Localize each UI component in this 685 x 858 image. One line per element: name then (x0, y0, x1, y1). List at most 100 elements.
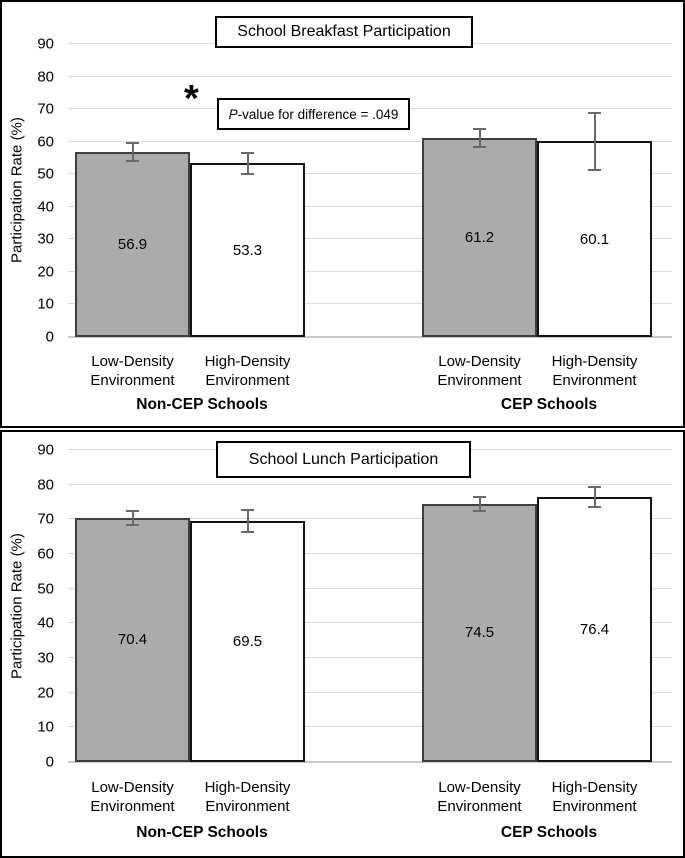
y-tick-label: 10 (37, 718, 54, 736)
chart-title: School Lunch Participation (248, 450, 439, 468)
y-tick-label: 60 (37, 545, 54, 563)
category-label-line1: High-Density (551, 353, 638, 370)
gridline-10 (68, 303, 672, 305)
error-bar (126, 509, 139, 526)
group-label-cep: CEP Schools (500, 396, 598, 413)
y-tick-label: 50 (37, 580, 54, 598)
category-label-line1: High-Density (204, 353, 291, 370)
error-bar (473, 127, 486, 148)
chart-title-box: School Lunch Participation (216, 441, 471, 478)
y-tick-label: 40 (37, 198, 54, 216)
bar-value-label: 76.4 (579, 621, 610, 639)
gridline-80 (68, 75, 672, 77)
bar-value-label: 69.5 (232, 633, 263, 651)
x-axis-line (68, 336, 672, 338)
category-label-line1: Low-Density (91, 779, 174, 796)
category-label: Low-Density Environment (90, 778, 174, 816)
category-label-line1: Low-Density (91, 353, 174, 370)
x-axis-labels: Low-Density Environment High-Density Env… (68, 352, 672, 394)
group-label-cep: CEP Schools (500, 824, 598, 841)
bar-value-label: 61.2 (464, 228, 495, 246)
bar-value-label: 74.5 (464, 624, 495, 642)
category-label-line2: Environment (90, 798, 175, 815)
p-value-annotation-box: P -value for difference = .049 (217, 98, 410, 130)
bar-cep-low-density: 61.2 (422, 137, 537, 337)
p-value-text: -value for difference = .049 (237, 106, 399, 122)
gridline-30 (68, 657, 672, 658)
gridline-40 (68, 622, 672, 624)
y-tick-label: 40 (37, 614, 54, 632)
category-label: Low-Density Environment (90, 352, 174, 390)
category-label-line2: Environment (552, 798, 637, 815)
y-tick-label: 70 (37, 100, 54, 118)
bar-noncep-low-density: 56.9 (75, 151, 190, 337)
x-axis-line (68, 761, 672, 763)
gridline-20 (68, 691, 672, 693)
category-label-line2: Environment (437, 798, 522, 815)
category-label: Low-Density Environment (437, 352, 521, 390)
group-label-noncep: Non-CEP Schools (136, 824, 268, 841)
breakfast-chart-panel: Participation Rate (%) 0 10 20 30 40 50 60 70 80… (0, 0, 685, 428)
y-tick-label: 20 (37, 263, 54, 281)
y-axis-ticks: 0 10 20 30 40 50 60 70 80 90 (2, 37, 60, 345)
category-label-line2: Environment (90, 372, 175, 389)
y-tick-label: 30 (37, 649, 54, 667)
bar-value-label: 60.1 (579, 230, 610, 248)
gridline-60 (68, 553, 672, 554)
bar-cep-high-density: 60.1 (537, 141, 652, 337)
plot-area: 56.9 53.3 61.2 60.1 (68, 43, 672, 338)
gridline-70 (68, 518, 672, 520)
bar-value-label: 70.4 (117, 631, 148, 649)
x-axis-labels: Low-Density Environment High-Density Env… (68, 778, 672, 820)
gridline-80 (68, 483, 672, 485)
bar-noncep-high-density: 53.3 (190, 163, 305, 337)
category-label-line2: Environment (205, 372, 290, 389)
category-label-line1: High-Density (551, 779, 638, 796)
gridline-40 (68, 205, 672, 207)
category-label: Low-Density Environment (437, 778, 521, 816)
y-tick-label: 80 (37, 68, 54, 86)
gridline-50 (68, 173, 672, 175)
error-bar (241, 508, 254, 534)
error-bar (588, 112, 601, 171)
bar-noncep-low-density: 70.4 (75, 517, 190, 762)
error-bar (126, 141, 139, 162)
bar-value-label: 53.3 (232, 241, 263, 259)
y-tick-label: 0 (45, 753, 54, 771)
bar-value-label: 56.9 (117, 235, 148, 253)
gridline-30 (68, 238, 672, 240)
category-label: High-Density Environment (205, 778, 291, 816)
bar-cep-low-density: 74.5 (422, 503, 537, 762)
category-label-line2: Environment (437, 372, 522, 389)
lunch-chart-panel: Participation Rate (%) 0 10 20 30 40 50 60 70 80… (0, 430, 685, 858)
category-label-line2: Environment (205, 798, 290, 815)
category-label-line1: Low-Density (438, 353, 521, 370)
y-tick-label: 10 (37, 295, 54, 313)
y-tick-label: 80 (37, 476, 54, 494)
y-tick-label: 30 (37, 230, 54, 248)
bar-noncep-high-density: 69.5 (190, 521, 305, 762)
chart-title-box: School Breakfast Participation (215, 16, 473, 48)
y-tick-label: 90 (37, 35, 54, 53)
category-label: High-Density Environment (552, 778, 638, 816)
category-label: High-Density Environment (205, 352, 291, 390)
gridline-10 (68, 726, 672, 728)
error-bar (473, 495, 486, 512)
y-tick-label: 0 (45, 328, 54, 346)
category-label-line1: Low-Density (438, 779, 521, 796)
category-label: High-Density Environment (552, 352, 638, 390)
y-tick-label: 70 (37, 510, 54, 528)
gridline-20 (68, 270, 672, 272)
gridline-50 (68, 587, 672, 589)
y-axis-ticks: 0 10 20 30 40 50 60 70 80 90 (2, 443, 60, 770)
y-tick-label: 20 (37, 684, 54, 702)
category-label-line2: Environment (552, 372, 637, 389)
gridline-60 (68, 140, 672, 142)
y-tick-label: 60 (37, 133, 54, 151)
error-bar (241, 151, 254, 176)
error-bar (588, 486, 601, 509)
group-label-noncep: Non-CEP Schools (136, 396, 268, 413)
significance-asterisk: * (184, 78, 199, 120)
bar-cep-high-density: 76.4 (537, 497, 652, 762)
chart-title: School Breakfast Participation (237, 23, 451, 40)
